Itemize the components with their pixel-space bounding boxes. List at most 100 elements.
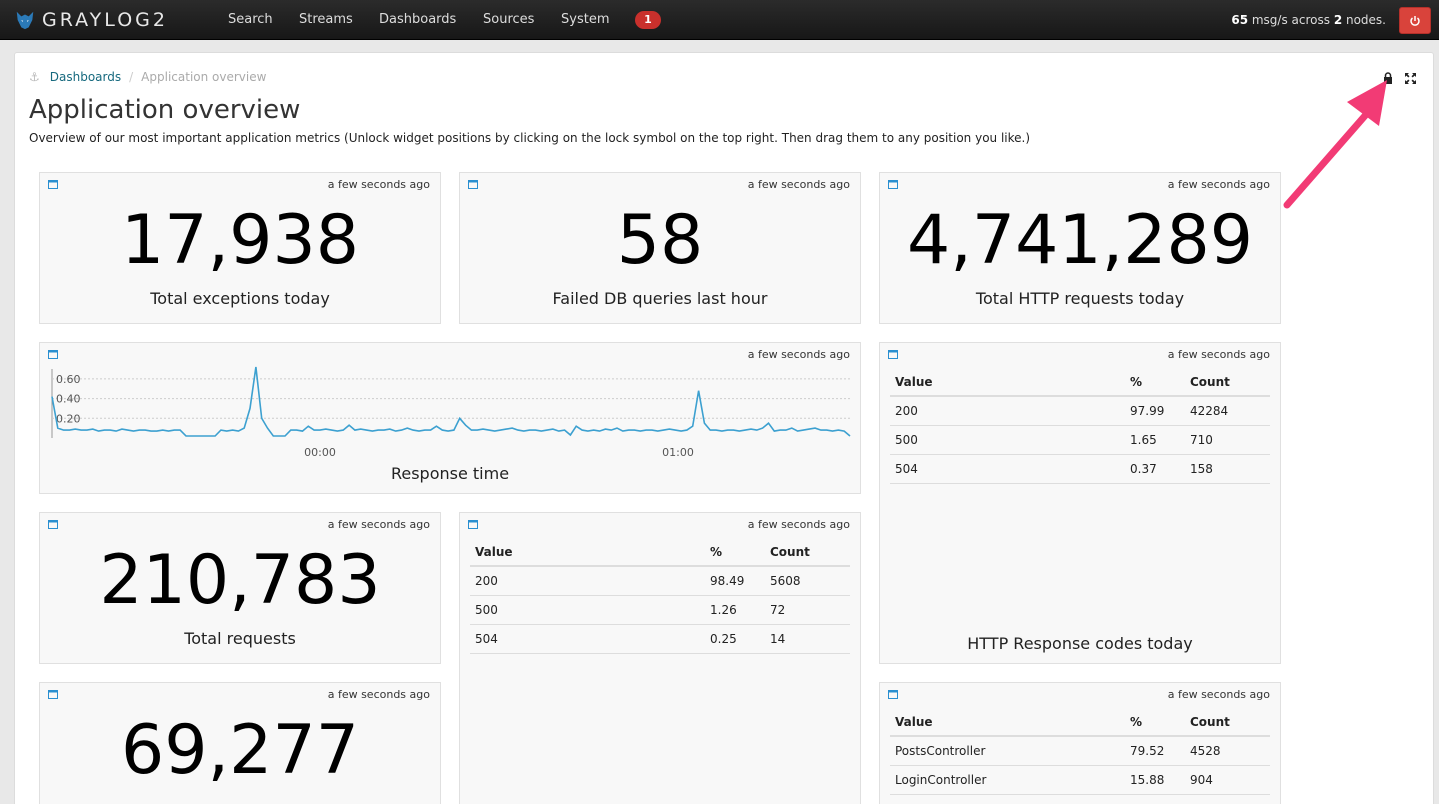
response-time-line-chart: 0.60 0.40 0.20 00:00 01:00 xyxy=(51,366,851,459)
cell-count: 710 xyxy=(1185,425,1270,455)
widget-value: 58 xyxy=(616,201,704,280)
widget-timestamp: a few seconds ago xyxy=(1167,348,1270,361)
cell-percent: 79.52 xyxy=(1125,736,1185,766)
nav-search[interactable]: Search xyxy=(228,12,273,27)
widget-http-response-codes-today[interactable]: a few seconds ago Value % Count 200 97.99… xyxy=(879,342,1281,664)
throughput-end-text: nodes. xyxy=(1342,13,1386,27)
cell-count: 904 xyxy=(1185,765,1270,795)
cell-count: 158 xyxy=(1185,454,1270,484)
table-header-row: Value % Count xyxy=(890,369,1270,397)
y-tick-label: 0.40 xyxy=(56,393,81,406)
table-header-row: Value % Count xyxy=(470,539,850,567)
widget-label: Failed DB queries last hour xyxy=(552,289,768,308)
table-row: LoginController 15.88 904 xyxy=(890,765,1270,795)
nav-streams[interactable]: Streams xyxy=(299,12,353,27)
table-row: PostsController 79.52 4528 xyxy=(890,736,1270,766)
nav-dashboards[interactable]: Dashboards xyxy=(379,12,457,27)
nodes-value: 2 xyxy=(1333,13,1343,27)
cell-value: 504 xyxy=(890,454,1125,484)
fullscreen-icon[interactable] xyxy=(1403,71,1417,85)
table-row: 500 1.65 710 xyxy=(890,425,1270,455)
calendar-icon xyxy=(48,690,58,699)
cell-value: LoginController xyxy=(890,765,1125,795)
widget-timestamp: a few seconds ago xyxy=(747,518,850,531)
column-header-value: Value xyxy=(470,539,705,567)
breadcrumb-separator: / xyxy=(129,70,134,84)
brand-logo[interactable]: GRAYLOG2 xyxy=(14,8,168,32)
cell-count: 4528 xyxy=(1185,736,1270,766)
widget-timestamp: a few seconds ago xyxy=(1167,178,1270,191)
calendar-icon xyxy=(888,350,898,359)
cell-percent: 1.26 xyxy=(705,595,765,625)
notification-badge[interactable]: 1 xyxy=(635,11,661,29)
widget-response-time-chart[interactable]: a few seconds ago 0.60 0.40 0.20 00:00 01:00… xyxy=(39,342,861,494)
throughput-value: 65 xyxy=(1231,13,1249,27)
column-header-count: Count xyxy=(765,539,850,567)
page-description: Overview of our most important applicati… xyxy=(29,131,1031,145)
widget-value: 210,783 xyxy=(99,541,381,620)
table-row: 504 0.25 14 xyxy=(470,624,850,654)
calendar-icon xyxy=(48,180,58,189)
controllers-table: Value % Count PostsController 79.52 4528 L… xyxy=(890,709,1270,795)
x-tick-label: 00:00 xyxy=(304,446,336,459)
logout-button[interactable] xyxy=(1399,7,1431,34)
widget-label: Response time xyxy=(390,464,510,483)
column-header-percent: % xyxy=(1125,369,1185,397)
calendar-icon xyxy=(48,350,58,359)
cell-count: 72 xyxy=(765,595,850,625)
cell-percent: 0.37 xyxy=(1125,454,1185,484)
calendar-icon xyxy=(888,690,898,699)
widget-label: Total requests xyxy=(184,629,296,648)
table-row: 504 0.37 158 xyxy=(890,454,1270,484)
dashboard-controls xyxy=(1381,71,1417,85)
nav-sources[interactable]: Sources xyxy=(483,12,535,27)
breadcrumb: ⚓ Dashboards / Application overview xyxy=(29,70,266,84)
widget-timestamp: a few seconds ago xyxy=(327,518,430,531)
brand-name: GRAYLOG2 xyxy=(42,9,168,31)
breadcrumb-dashboards-link[interactable]: Dashboards xyxy=(49,70,122,84)
cell-percent: 15.88 xyxy=(1125,765,1185,795)
y-tick-label: 0.20 xyxy=(56,412,81,425)
table-row: 500 1.26 72 xyxy=(470,595,850,625)
widget-total-http-requests[interactable]: a few seconds ago 4,741,289 Total HTTP r… xyxy=(879,172,1281,324)
annotation-arrow-icon xyxy=(1283,80,1387,209)
nav-system[interactable]: System xyxy=(561,12,610,27)
cell-value: 200 xyxy=(890,396,1125,426)
column-header-value: Value xyxy=(890,369,1125,397)
throughput-mid-text: msg/s across xyxy=(1248,13,1334,27)
widget-value: 69,277 xyxy=(121,711,359,790)
calendar-icon xyxy=(48,520,58,529)
lock-icon[interactable] xyxy=(1381,71,1395,85)
widget-value: 4,741,289 xyxy=(906,201,1254,280)
table-row: 200 97.99 42284 xyxy=(890,396,1270,426)
cell-percent: 1.65 xyxy=(1125,425,1185,455)
widget-total-requests[interactable]: a few seconds ago 210,783 Total requests xyxy=(39,512,441,664)
calendar-icon xyxy=(888,180,898,189)
column-header-percent: % xyxy=(1125,709,1185,737)
cell-value: 500 xyxy=(470,595,705,625)
widget-total-exceptions[interactable]: a few seconds ago 17,938 Total exception… xyxy=(39,172,441,324)
column-header-count: Count xyxy=(1185,709,1270,737)
widget-count[interactable]: a few seconds ago 69,277 xyxy=(39,682,441,804)
column-header-count: Count xyxy=(1185,369,1270,397)
cell-value: 200 xyxy=(470,566,705,596)
breadcrumb-current: Application overview xyxy=(141,70,267,84)
widget-controllers[interactable]: a few seconds ago Value % Count PostsCon… xyxy=(879,682,1281,804)
cell-percent: 97.99 xyxy=(1125,396,1185,426)
widget-timestamp: a few seconds ago xyxy=(1167,688,1270,701)
widget-response-codes[interactable]: a few seconds ago Value % Count 200 98.49… xyxy=(459,512,861,804)
cell-count: 42284 xyxy=(1185,396,1270,426)
calendar-icon xyxy=(468,520,478,529)
widget-failed-db-queries[interactable]: a few seconds ago 58 Failed DB queries l… xyxy=(459,172,861,324)
cell-value: 500 xyxy=(890,425,1125,455)
widget-timestamp: a few seconds ago xyxy=(327,178,430,191)
y-tick-label: 0.60 xyxy=(56,373,81,386)
codes-today-table: Value % Count 200 97.99 42284 500 1.65 710 5… xyxy=(890,369,1270,484)
wolf-logo-icon xyxy=(16,11,34,30)
widget-label: HTTP Response codes today xyxy=(967,634,1193,653)
x-tick-label: 01:00 xyxy=(662,446,694,459)
table-header-row: Value % Count xyxy=(890,709,1270,737)
cell-percent: 98.49 xyxy=(705,566,765,596)
table-row: 200 98.49 5608 xyxy=(470,566,850,596)
top-navbar: GRAYLOG2 Search Streams Dashboards Sourc… xyxy=(0,0,1439,40)
